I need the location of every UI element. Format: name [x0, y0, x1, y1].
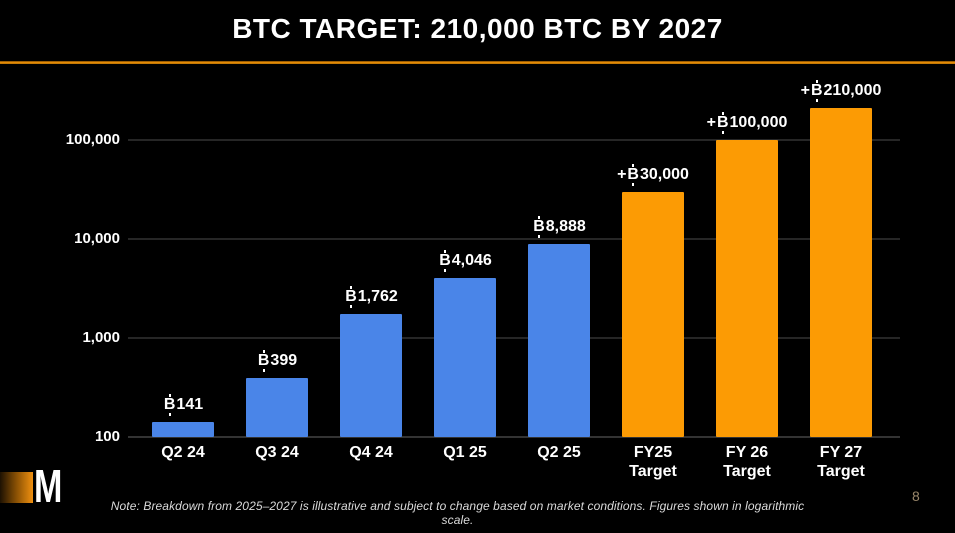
bar-amount: 4,046 — [451, 252, 492, 269]
x-axis-label-fy-26: FY 26 Target — [687, 443, 807, 481]
x-axis-label-q1-25: Q1 25 — [405, 443, 525, 462]
bar-amount: 100,000 — [729, 114, 788, 131]
bar-q2-24 — [152, 422, 214, 437]
x-axis-label-line1: Q2 24 — [161, 444, 205, 461]
bar-value-label-q3-24: B399 — [192, 350, 362, 372]
logo-m-letter: M — [34, 460, 63, 512]
x-axis-label-line2: Target — [723, 463, 771, 480]
bar-value-label-q1-25: B4,046 — [380, 250, 550, 272]
plus-sign: + — [800, 82, 810, 99]
x-axis-label-line1: FY 26 — [725, 444, 769, 461]
x-axis-line — [128, 436, 900, 438]
plus-sign: + — [617, 166, 627, 183]
x-axis-label-line1: FY25 — [633, 444, 673, 461]
btc-symbol-icon: B — [439, 250, 451, 272]
gridline — [128, 238, 900, 240]
gridline — [128, 139, 900, 141]
x-axis-label-q2-24: Q2 24 — [123, 443, 243, 462]
plus-sign: + — [706, 114, 716, 131]
bar-q3-24 — [246, 378, 308, 437]
x-axis-label-q4-24: Q4 24 — [311, 443, 431, 462]
bar-fy-27 — [810, 108, 872, 437]
bar-value-label-fy-27: +B210,000 — [756, 80, 926, 102]
y-axis-tick-label: 10,000 — [74, 230, 120, 247]
y-axis-tick-label: 100 — [94, 428, 120, 445]
btc-symbol-icon: B — [810, 80, 823, 102]
page-title: BTC TARGET: 210,000 BTC BY 2027 — [232, 13, 723, 44]
bar-fy-26 — [716, 140, 778, 437]
bar-value-label-fy-26: +B100,000 — [662, 112, 832, 134]
bar-amount: 210,000 — [823, 82, 882, 99]
btc-symbol-icon: B — [716, 112, 729, 134]
header-divider — [0, 61, 955, 64]
x-axis-label-line2: Target — [629, 463, 677, 480]
x-axis-label-q3-24: Q3 24 — [217, 443, 337, 462]
gridline — [128, 337, 900, 339]
bar-q1-25 — [434, 278, 496, 437]
bar-amount: 30,000 — [639, 166, 689, 183]
x-axis-label-fy25: FY25 Target — [593, 443, 713, 481]
bar-q2-25 — [528, 244, 590, 437]
bar-value-label-q4-24: B1,762 — [286, 286, 456, 308]
x-axis-label-line2: Target — [817, 463, 865, 480]
btc-symbol-icon: B — [345, 286, 357, 308]
bar-amount: 141 — [176, 396, 204, 413]
x-axis-label-fy-27: FY 27 Target — [781, 443, 901, 481]
bar-value-label-q2-25: B8,888 — [474, 216, 644, 238]
y-axis-tick-label: 100,000 — [65, 131, 120, 148]
logo-gradient-square — [0, 472, 33, 503]
x-axis-label-line1: Q3 24 — [255, 444, 299, 461]
bar-q4-24 — [340, 314, 402, 437]
x-axis-label-line1: FY 27 — [819, 444, 863, 461]
btc-symbol-icon: B — [257, 350, 270, 372]
bar-amount: 8,888 — [545, 218, 586, 235]
x-axis-label-q2-25: Q2 25 — [499, 443, 619, 462]
x-axis-label-line1: Q2 25 — [537, 444, 581, 461]
bar-value-label-fy25: +B30,000 — [568, 164, 738, 186]
btc-symbol-icon: B — [627, 164, 639, 186]
footnote: Note: Breakdown from 2025–2027 is illust… — [110, 499, 805, 527]
btc-symbol-icon: B — [533, 216, 545, 238]
bar-value-label-q2-24: B141 — [98, 394, 268, 416]
x-axis-label-line1: Q4 24 — [349, 444, 393, 461]
page-number: 8 — [912, 488, 920, 504]
x-axis-label-line1: Q1 25 — [443, 444, 487, 461]
y-axis-tick-label: 1,000 — [82, 329, 120, 346]
bar-fy25 — [622, 192, 684, 437]
bar-amount: 1,762 — [357, 288, 398, 305]
btc-symbol-icon: B — [163, 394, 176, 416]
bar-amount: 399 — [270, 352, 298, 369]
plot-area: B141 Q2 24 B399 Q3 24 B1,762 Q4 24 B4,046 Q1 25… — [128, 80, 900, 480]
